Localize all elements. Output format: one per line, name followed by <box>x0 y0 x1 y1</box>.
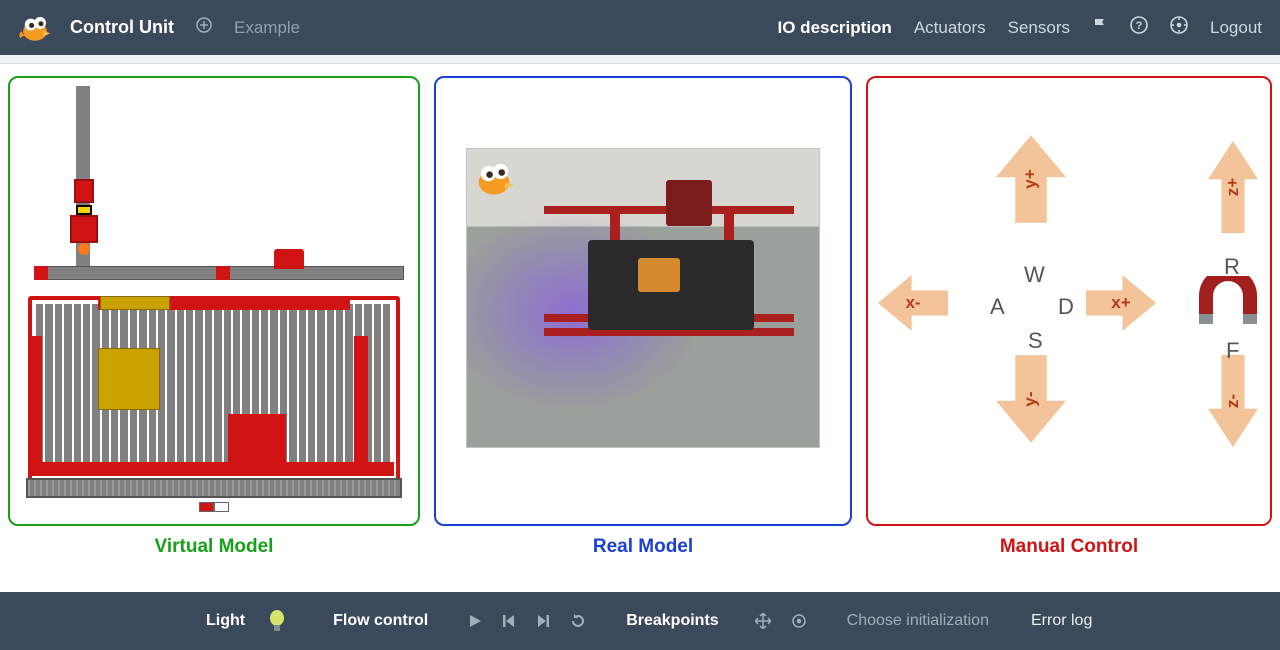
real-model-rack <box>544 206 794 376</box>
help-icon[interactable]: ? <box>1130 16 1148 39</box>
choose-init-label[interactable]: Choose initialization <box>847 612 989 630</box>
flow-control-label: Flow control <box>333 612 428 630</box>
move-icon[interactable] <box>755 613 771 629</box>
svg-text:?: ? <box>1136 20 1143 32</box>
nav-divider <box>0 55 1280 64</box>
step-back-icon[interactable] <box>502 614 516 628</box>
light-label: Light <box>206 612 245 630</box>
key-a: A <box>990 294 1005 320</box>
nav-actuators[interactable]: Actuators <box>914 18 986 38</box>
play-icon[interactable] <box>468 614 482 628</box>
error-log-label[interactable]: Error log <box>1031 612 1092 630</box>
key-d: D <box>1058 294 1074 320</box>
manual-control-title: Manual Control <box>866 536 1272 558</box>
flag-icon[interactable] <box>1092 17 1108 38</box>
reload-icon[interactable] <box>570 613 586 629</box>
magnet-button[interactable] <box>1196 276 1260 324</box>
nav-sensors[interactable]: Sensors <box>1008 18 1070 38</box>
arrow-x-plus[interactable]: x+ <box>1086 268 1156 338</box>
arrow-z-minus[interactable]: z- <box>1208 366 1258 436</box>
add-icon[interactable] <box>196 17 212 38</box>
top-nav: Control Unit Example IO description Actu… <box>0 0 1280 55</box>
virtual-model-canvas <box>16 84 412 518</box>
real-model-logo <box>472 156 516 205</box>
real-model-title: Real Model <box>434 536 852 558</box>
manual-control-panel: y+ y- x- x+ z+ <box>866 76 1272 526</box>
app-title: Control Unit <box>70 17 174 38</box>
arrow-z-plus[interactable]: z+ <box>1208 152 1258 222</box>
target-icon[interactable] <box>791 613 807 629</box>
key-w: W <box>1024 262 1045 288</box>
bottom-bar: Light Flow control Breakpoints Choose in… <box>0 592 1280 650</box>
key-s: S <box>1028 328 1043 354</box>
key-f: F <box>1226 338 1239 364</box>
arrow-x-minus[interactable]: x- <box>878 268 948 338</box>
arrow-y-plus[interactable]: y+ <box>996 144 1066 214</box>
settings-gear-icon[interactable] <box>1170 16 1188 39</box>
nav-logout[interactable]: Logout <box>1210 18 1262 38</box>
light-bulb-icon[interactable] <box>267 609 287 633</box>
virtual-model-panel <box>8 76 420 526</box>
virtual-model-title: Virtual Model <box>8 536 420 558</box>
breakpoints-label: Breakpoints <box>626 612 718 630</box>
app-logo <box>18 11 52 45</box>
nav-example[interactable]: Example <box>234 18 300 38</box>
real-model-panel <box>434 76 852 526</box>
panel-titles: Virtual Model Real Model Manual Control <box>0 526 1280 558</box>
arrow-y-minus[interactable]: y- <box>996 364 1066 434</box>
panel-row: y+ y- x- x+ z+ <box>0 64 1280 526</box>
step-forward-icon[interactable] <box>536 614 550 628</box>
nav-io-description[interactable]: IO description <box>778 18 892 38</box>
